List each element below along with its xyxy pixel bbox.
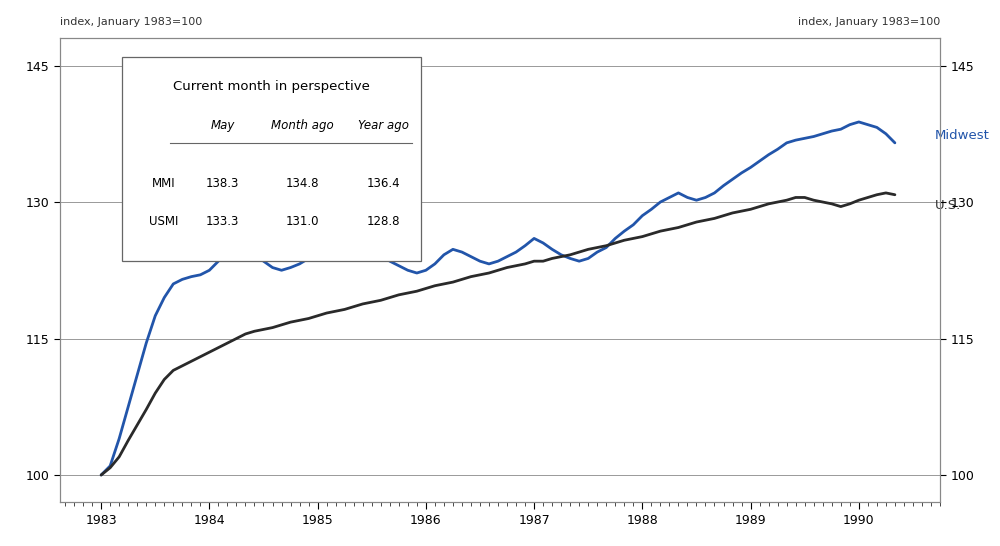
Text: May: May (211, 120, 235, 133)
Text: Month ago: Month ago (271, 120, 333, 133)
Text: MMI: MMI (152, 177, 176, 191)
Text: index, January 1983=100: index, January 1983=100 (60, 16, 202, 27)
Text: Current month in perspective: Current month in perspective (173, 80, 370, 93)
Text: USMI: USMI (149, 215, 179, 228)
Text: U.S.: U.S. (935, 199, 961, 212)
Text: 131.0: 131.0 (285, 215, 319, 228)
Text: index, January 1983=100: index, January 1983=100 (798, 16, 940, 27)
Text: 136.4: 136.4 (367, 177, 401, 191)
Text: 128.8: 128.8 (367, 215, 401, 228)
Text: 138.3: 138.3 (206, 177, 239, 191)
Text: 133.3: 133.3 (206, 215, 239, 228)
Text: Midwest: Midwest (935, 129, 989, 142)
Text: 134.8: 134.8 (285, 177, 319, 191)
Text: Year ago: Year ago (358, 120, 409, 133)
FancyBboxPatch shape (122, 57, 421, 261)
